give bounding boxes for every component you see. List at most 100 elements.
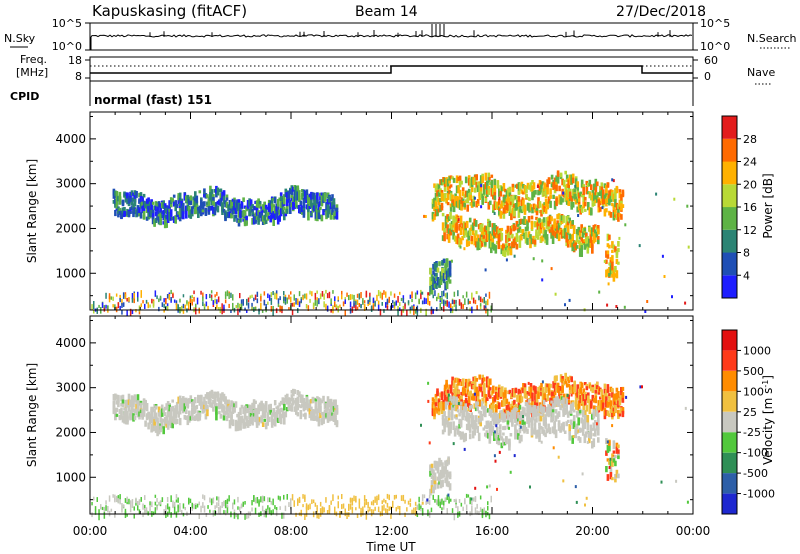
echo-cell [445,379,448,386]
echo-cell [500,250,504,255]
echo-cell [223,510,225,514]
echo-cell [177,411,180,418]
echo-cell [119,494,121,500]
echo-cell [309,290,311,295]
echo-cell [310,202,313,208]
echo-cell [421,511,424,516]
echo-cell [582,401,585,411]
echo-cell [459,405,463,413]
echo-cell [467,419,470,424]
echo-cell [446,224,449,234]
echo-cell [121,416,125,423]
echo-cell [432,469,435,476]
echo-cell [326,510,329,514]
echo-cell [339,304,341,308]
echo-cell [251,302,253,310]
echo-cell [617,204,620,209]
echo-cell [479,410,482,416]
echo-cell [614,393,617,402]
echo-cell [518,240,522,248]
echo-cell [283,416,286,425]
echo-cell [465,504,468,511]
echo-cell [460,197,463,204]
echo-cell [514,424,517,430]
echo-cell [481,193,484,203]
echo-cell [470,419,473,426]
echo-cell [219,400,223,408]
echo-cell [504,398,507,404]
echo-cell [121,394,125,401]
echo-cell [330,309,332,313]
echo-cell [585,386,589,391]
echo-cell [203,407,206,413]
echo-cell [444,219,448,229]
echo-cell [325,403,328,412]
echo-cell [461,223,464,229]
echo-cell [530,407,534,413]
echo-cell [278,414,281,422]
echo-cell [591,414,594,420]
echo-cell [313,205,316,212]
echo-cell [302,209,306,218]
echo-cell [289,199,292,204]
echo-cell [464,199,468,204]
echo-cell [307,207,310,213]
echo-cell [437,495,440,499]
echo-cell [441,498,443,505]
echo-cell [605,185,608,194]
echo-cell [236,206,239,212]
echo-cell [549,402,552,408]
echo-cell [546,383,549,388]
echo-cell [532,430,535,434]
echo-cell [504,188,507,193]
echo-cell [334,506,336,512]
nave-tick-top: 60 [704,54,718,67]
echo-cell [483,305,485,311]
echo-cell [236,199,239,208]
echo-cell [488,422,492,430]
echo-cell [159,210,162,219]
echo-cell [442,466,446,471]
nsky-tick-top: 10^5 [52,17,82,30]
echo-cell [192,407,196,415]
echo-cell [144,504,146,509]
echo-cell [534,386,537,393]
echo-cell [430,485,434,494]
echo-cell [209,185,212,192]
echo-cell [549,200,552,208]
echo-cell [512,240,516,248]
echo-cell [432,294,434,299]
echo-cell [606,444,610,453]
echo-cell [617,261,620,265]
echo-cell [508,407,512,414]
echo-cell [224,500,227,504]
y-tick-label: 4000 [55,132,86,146]
echo-cell [420,423,422,427]
echo-cell [239,422,242,431]
echo-cell [526,182,530,189]
echo-cell [299,411,303,418]
echo-cell [165,299,167,305]
echo-cell [585,419,588,423]
y-tick-label: 2000 [55,425,86,439]
echo-cell [185,197,188,202]
echo-cell [546,186,549,195]
echo-cell [254,415,257,422]
echo-cell [237,506,239,510]
echo-cell [524,231,528,241]
echo-cell [275,510,278,517]
echo-cell [369,296,371,303]
echo-cell [311,499,313,505]
echo-cell [449,399,453,408]
echo-cell [472,376,475,385]
echo-cell [460,302,463,309]
echo-cell [439,480,443,489]
echo-cell [263,418,266,422]
echo-cell [107,506,109,513]
cpid-label: CPID [10,90,39,103]
echo-cell [493,405,497,409]
echo-cell [119,294,121,301]
echo-cell [328,416,331,422]
echo-cell [464,382,468,388]
echo-cell [390,305,392,311]
